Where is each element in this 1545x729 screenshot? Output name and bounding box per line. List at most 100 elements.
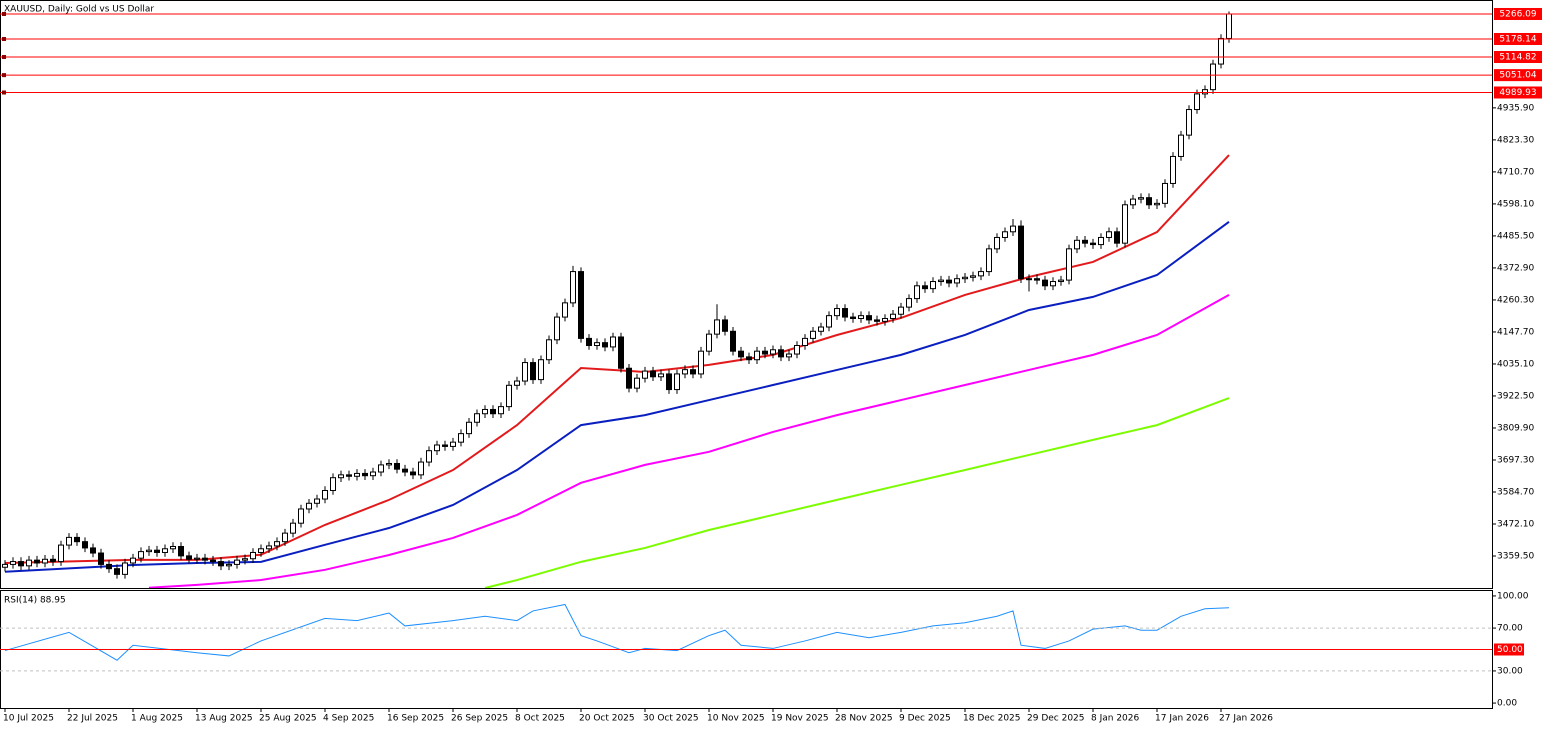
candle-body bbox=[522, 362, 528, 382]
candle-body bbox=[882, 317, 888, 322]
candle-body bbox=[354, 472, 360, 477]
x-tick-label: 9 Dec 2025 bbox=[899, 714, 951, 724]
y-tick-label: 4485.50 bbox=[1497, 231, 1534, 241]
candle-body bbox=[450, 441, 456, 447]
level-label: 5051.04 bbox=[1499, 71, 1536, 81]
candle-body bbox=[218, 561, 224, 567]
moving-average bbox=[484, 397, 1230, 588]
candle-body bbox=[1226, 13, 1232, 39]
candle-body bbox=[1098, 236, 1104, 246]
candle-body bbox=[210, 559, 216, 563]
x-tick-label: 17 Jan 2026 bbox=[1155, 714, 1209, 724]
candle-body bbox=[770, 349, 776, 355]
candle-body bbox=[1026, 278, 1032, 281]
x-tick-label: 19 Nov 2025 bbox=[771, 714, 829, 724]
candle-body bbox=[610, 336, 616, 348]
candle-body bbox=[586, 337, 592, 347]
candle-body bbox=[122, 562, 128, 575]
candle-body bbox=[1050, 281, 1056, 287]
candle-body bbox=[698, 350, 704, 375]
candle-body bbox=[402, 468, 408, 473]
level-label: 5178.14 bbox=[1499, 34, 1536, 44]
candle-body bbox=[970, 275, 976, 278]
candle-body bbox=[1002, 231, 1008, 238]
candle-body bbox=[562, 302, 568, 318]
x-tick-label: 22 Jul 2025 bbox=[67, 714, 118, 724]
y-tick-label: 3922.50 bbox=[1497, 391, 1534, 401]
y-tick-label: 4372.90 bbox=[1497, 263, 1534, 273]
candle-body bbox=[90, 547, 96, 554]
y-tick-label: 0.00 bbox=[1497, 699, 1517, 709]
candle-body bbox=[1186, 109, 1192, 136]
candle-body bbox=[442, 444, 448, 447]
candle-body bbox=[106, 563, 112, 570]
candle-body bbox=[994, 236, 1000, 250]
candle-body bbox=[18, 561, 24, 567]
candle-body bbox=[794, 345, 800, 355]
candle-body bbox=[98, 552, 104, 565]
candle-body bbox=[266, 545, 272, 550]
candle-body bbox=[2, 563, 8, 568]
candle-body bbox=[1130, 198, 1136, 206]
candle-body bbox=[634, 377, 640, 389]
y-tick-label: 3697.30 bbox=[1497, 455, 1534, 465]
candle-body bbox=[754, 350, 760, 361]
rsi-line bbox=[4, 603, 1230, 661]
candle-body bbox=[474, 413, 480, 423]
level-label: 5114.82 bbox=[1499, 52, 1536, 62]
candle-body bbox=[690, 369, 696, 375]
candle-body bbox=[874, 319, 880, 322]
candle-body bbox=[1010, 225, 1016, 233]
level-label-box bbox=[1494, 32, 1542, 45]
candle-body bbox=[378, 464, 384, 473]
y-tick-label: 3584.70 bbox=[1497, 487, 1534, 497]
x-tick-label: 26 Sep 2025 bbox=[451, 714, 508, 724]
candle-body bbox=[554, 316, 560, 341]
level-label-box bbox=[1494, 50, 1542, 63]
panel-title: XAUUSD, Daily: Gold vs US Dollar bbox=[4, 5, 154, 15]
candle-body bbox=[650, 370, 656, 378]
candle-body bbox=[946, 279, 952, 284]
y-tick-label: 4147.70 bbox=[1497, 327, 1534, 337]
level-label-box bbox=[1494, 69, 1542, 82]
candle-body bbox=[682, 369, 688, 375]
candle-body bbox=[666, 373, 672, 391]
candle-body bbox=[922, 285, 928, 290]
x-tick-label: 1 Aug 2025 bbox=[131, 714, 183, 724]
y-tick-label: 30.00 bbox=[1497, 666, 1523, 676]
candle-body bbox=[146, 549, 152, 553]
candle-body bbox=[834, 308, 840, 317]
candle-body bbox=[34, 559, 40, 564]
candle-body bbox=[290, 522, 296, 534]
level-marker bbox=[2, 36, 6, 41]
moving-average bbox=[4, 221, 1230, 573]
candle-body bbox=[186, 555, 192, 560]
x-tick-label: 16 Sep 2025 bbox=[387, 714, 444, 724]
level-label: 5266.09 bbox=[1499, 9, 1536, 19]
candle-body bbox=[234, 559, 240, 565]
candle-body bbox=[74, 536, 80, 543]
candle-body bbox=[1218, 37, 1224, 65]
candle-body bbox=[386, 462, 392, 466]
x-tick-label: 10 Nov 2025 bbox=[707, 714, 765, 724]
candle-body bbox=[578, 271, 584, 339]
y-tick-label: 4935.90 bbox=[1497, 103, 1534, 113]
candle-body bbox=[154, 549, 160, 553]
candle-body bbox=[1090, 242, 1096, 246]
level-label: 4989.93 bbox=[1499, 88, 1536, 98]
candle-body bbox=[850, 316, 856, 319]
candle-body bbox=[130, 557, 136, 564]
candle-body bbox=[1138, 197, 1144, 200]
candle-body bbox=[626, 367, 632, 389]
candle-body bbox=[498, 406, 504, 415]
candle-body bbox=[242, 558, 248, 561]
candle-body bbox=[778, 349, 784, 358]
candle-body bbox=[394, 462, 400, 470]
candle-body bbox=[722, 319, 728, 332]
candle-body bbox=[1170, 155, 1176, 184]
y-tick-label: 3472.10 bbox=[1497, 520, 1534, 530]
candle-body bbox=[66, 536, 72, 546]
candle-body bbox=[314, 498, 320, 504]
candle-body bbox=[858, 315, 864, 319]
candle-body bbox=[866, 315, 872, 321]
